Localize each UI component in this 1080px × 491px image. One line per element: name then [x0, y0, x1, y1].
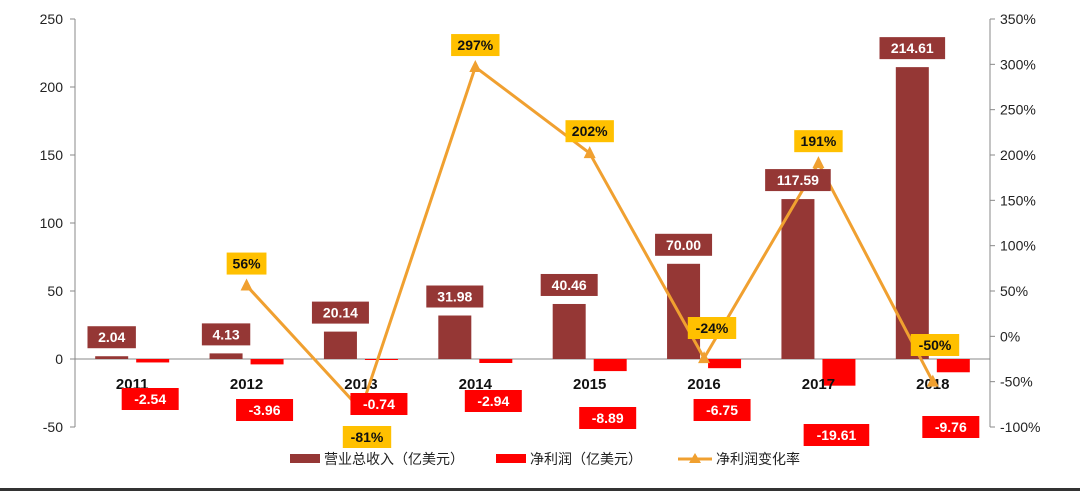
rate-data-label-bg — [226, 252, 267, 275]
x-category-label: 2016 — [687, 376, 720, 393]
profit-data-label-bg — [464, 390, 522, 412]
x-category-label: 2015 — [573, 376, 606, 393]
rate-data-label-bg — [910, 334, 960, 356]
legend-label: 营业总收入（亿美元） — [324, 452, 464, 468]
revenue-data-label-bg — [87, 326, 136, 349]
rate-marker — [583, 146, 596, 159]
revenue-bar — [552, 303, 586, 359]
revenue-bar — [323, 331, 357, 359]
profit-data-label: -3.96 — [249, 402, 281, 418]
right-tick-label: -100% — [1000, 419, 1040, 435]
revenue-bar — [781, 199, 815, 359]
right-tick-label: 350% — [1000, 11, 1036, 27]
profit-data-label-bg — [693, 399, 751, 421]
profit-data-label-bg — [922, 416, 980, 438]
revenue-data-label: 40.46 — [552, 277, 587, 293]
profit-data-label-bg — [236, 399, 294, 421]
revenue-data-label: 4.13 — [212, 326, 239, 342]
right-tick-label: 50% — [1000, 283, 1028, 299]
profit-data-label: -2.94 — [477, 393, 509, 409]
legend-label: 净利润（亿美元） — [530, 452, 642, 468]
rate-data-label-bg — [565, 120, 614, 143]
profit-data-label: -9.76 — [935, 419, 967, 435]
legend-swatch-marker — [689, 453, 701, 463]
revenue-bar — [438, 315, 472, 359]
profit-data-label: -6.75 — [706, 402, 738, 418]
left-tick-label: 150 — [40, 147, 64, 163]
profit-bar — [364, 359, 398, 361]
revenue-data-label-bg — [311, 301, 369, 324]
right-tick-label: -50% — [1000, 374, 1033, 390]
x-category-label: 2012 — [230, 376, 263, 393]
revenue-data-label: 2.04 — [98, 329, 125, 345]
right-tick-label: 200% — [1000, 147, 1036, 163]
profit-bar — [708, 359, 742, 369]
rate-data-label-bg — [794, 130, 843, 153]
profit-data-label: -19.61 — [817, 427, 857, 443]
rate-data-label-bg — [687, 317, 737, 339]
profit-bar — [822, 359, 856, 386]
left-tick-label: -50 — [43, 419, 63, 435]
revenue-data-label-bg — [201, 323, 251, 346]
bottom-rule — [0, 488, 1080, 491]
profit-data-label-bg — [350, 393, 408, 415]
left-tick-label: 100 — [40, 215, 64, 231]
rate-marker — [698, 351, 711, 364]
profit-bar — [936, 359, 970, 373]
legend-swatch — [496, 454, 526, 463]
rate-data-label-bg — [451, 34, 500, 57]
revenue-data-label-bg — [765, 169, 831, 192]
profit-bar — [136, 359, 170, 363]
x-category-label: 2014 — [459, 376, 493, 393]
right-tick-label: 100% — [1000, 238, 1036, 254]
revenue-data-label: 214.61 — [891, 40, 934, 56]
rate-data-label: -81% — [351, 429, 384, 445]
rate-data-label: 297% — [457, 37, 493, 53]
revenue-bar — [895, 67, 929, 359]
profit-data-label: -2.54 — [134, 391, 166, 407]
rate-data-label: 56% — [233, 256, 262, 272]
profit-bar — [250, 359, 284, 365]
left-tick-label: 250 — [40, 11, 64, 27]
profit-data-label: -0.74 — [363, 396, 395, 412]
revenue-bar — [95, 356, 129, 359]
rate-data-label: 202% — [572, 123, 608, 139]
rate-marker — [926, 374, 939, 387]
revenue-bar — [209, 353, 243, 359]
legend-label: 净利润变化率 — [716, 451, 800, 468]
profit-bar — [479, 359, 513, 363]
rate-data-label: 191% — [801, 133, 837, 149]
revenue-data-label-bg — [426, 285, 484, 308]
left-tick-label: 50 — [47, 283, 63, 299]
right-tick-label: 300% — [1000, 56, 1036, 72]
revenue-data-label-bg — [655, 233, 713, 256]
profit-data-label-bg — [579, 407, 637, 429]
rate-marker — [812, 156, 825, 169]
revenue-data-label: 20.14 — [323, 305, 358, 321]
left-tick-label: 200 — [40, 79, 64, 95]
revenue-data-label-bg — [540, 273, 598, 296]
left-tick-label: 0 — [55, 351, 63, 367]
right-tick-label: 150% — [1000, 192, 1036, 208]
revenue-data-label: 31.98 — [437, 289, 472, 305]
rate-marker — [469, 60, 482, 73]
right-tick-label: 250% — [1000, 102, 1036, 118]
revenue-data-label-bg — [879, 37, 946, 60]
rate-marker — [240, 278, 253, 291]
x-category-label: 2017 — [802, 376, 835, 393]
rate-data-label-bg — [342, 426, 392, 448]
rate-data-label: -24% — [696, 320, 729, 336]
legend-swatch — [290, 454, 320, 463]
profit-data-label: -8.89 — [592, 410, 624, 426]
revenue-data-label: 117.59 — [777, 172, 819, 188]
right-tick-label: 0% — [1000, 328, 1020, 344]
revenue-data-label: 70.00 — [666, 237, 701, 253]
rate-data-label: -50% — [919, 337, 952, 353]
profit-data-label-bg — [121, 388, 179, 410]
profit-bar — [593, 359, 627, 372]
profit-data-label-bg — [803, 424, 870, 446]
